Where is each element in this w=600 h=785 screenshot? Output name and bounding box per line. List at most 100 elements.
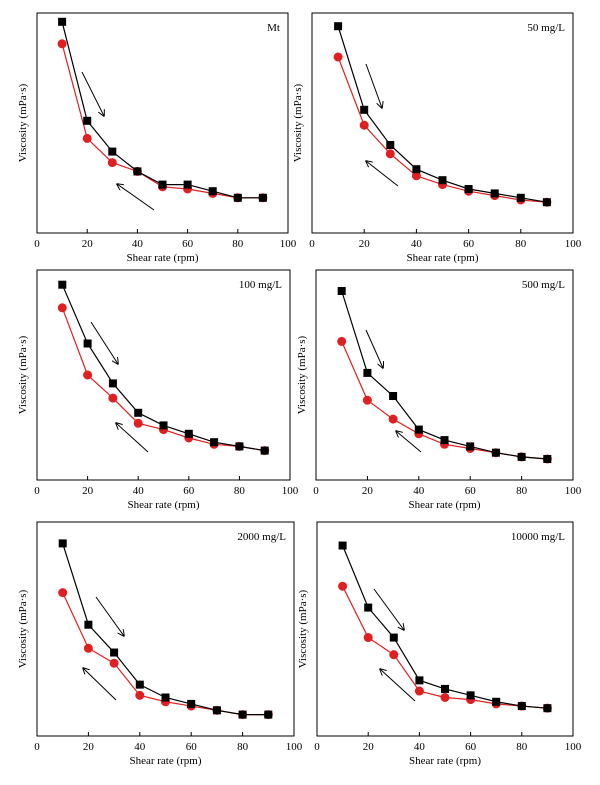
data-point (362, 395, 372, 405)
data-point (542, 198, 551, 207)
data-point (57, 303, 67, 313)
data-point (543, 455, 552, 463)
x-tick-label: 80 (516, 741, 528, 753)
arrow-up-icon (396, 431, 422, 453)
data-point (184, 429, 193, 438)
data-point (389, 650, 399, 660)
x-tick-label: 100 (565, 741, 582, 753)
data-point (109, 658, 119, 668)
data-point (492, 697, 501, 706)
data-point (108, 147, 117, 156)
y-axis-label: Viscosity (mPa·s) (17, 589, 29, 668)
data-point (337, 287, 346, 295)
data-point (238, 710, 247, 719)
x-tick-label: 60 (186, 741, 198, 753)
x-tick-label: 60 (465, 741, 477, 753)
data-point (411, 171, 421, 181)
panel-title: Mt (267, 22, 280, 34)
y-axis-label: Viscosity (mPa·s) (296, 335, 308, 414)
plot-frame (311, 12, 574, 234)
data-point (183, 180, 192, 189)
arrow-down-icon (81, 71, 104, 116)
data-point (159, 421, 168, 430)
data-point (135, 680, 144, 689)
data-point (83, 339, 92, 348)
data-point (134, 408, 143, 417)
x-axis-label: Shear rate (rpm) (409, 755, 481, 767)
chart-panel: 0 20 40 60 80 100 Shear rate (rpm) Viscosity (m… (292, 12, 582, 264)
x-tick-label: 40 (411, 238, 423, 250)
data-point (517, 452, 526, 461)
x-tick-label: 40 (413, 485, 425, 497)
data-point (337, 336, 347, 346)
chart-panel: 0 20 40 60 80 100 Shear rate (rpm) Viscosity (m… (17, 521, 303, 767)
data-point (438, 176, 447, 185)
data-point (258, 193, 267, 202)
plot-frame (36, 12, 289, 234)
arrow-up-icon (117, 184, 155, 211)
x-tick-label: 20 (363, 741, 375, 753)
data-point (388, 414, 398, 424)
data-point (57, 39, 67, 49)
x-tick-label: 0 (313, 485, 319, 497)
data-point (210, 438, 219, 447)
data-point (208, 187, 217, 196)
data-point (233, 193, 242, 202)
x-tick-label: 60 (182, 238, 194, 250)
data-point (464, 185, 473, 193)
y-axis-label: Viscosity (mPa·s) (17, 335, 29, 414)
x-tick-label: 40 (132, 238, 144, 250)
data-point (235, 442, 244, 451)
data-point (364, 603, 373, 612)
panel-title: 2000 mg/L (237, 531, 286, 543)
data-point (491, 448, 500, 457)
x-tick-label: 100 (286, 741, 303, 753)
data-point (133, 167, 142, 176)
data-point (158, 180, 167, 189)
data-point (414, 686, 424, 696)
arrow-up-icon (380, 669, 416, 702)
x-tick-label: 100 (282, 485, 299, 497)
panel-title: 100 mg/L (239, 279, 282, 291)
data-point (108, 379, 117, 388)
x-tick-label: 80 (237, 741, 249, 753)
x-tick-label: 80 (516, 485, 528, 497)
x-tick-label: 40 (414, 741, 426, 753)
x-tick-label: 60 (183, 485, 195, 497)
x-tick-label: 40 (133, 485, 145, 497)
x-tick-label: 60 (465, 485, 477, 497)
plot-frame (316, 521, 574, 737)
arrow-up-icon (366, 161, 399, 187)
x-axis-label: Shear rate (rpm) (406, 252, 478, 264)
chart-panel: 0 20 40 60 80 100 Shear rate (rpm) Viscosity (m… (297, 521, 582, 767)
data-point (415, 676, 424, 685)
x-tick-label: 80 (234, 485, 246, 497)
data-point (389, 633, 398, 642)
data-point (260, 446, 269, 455)
x-tick-label: 100 (280, 238, 297, 250)
y-axis-label: Viscosity (mPa·s) (17, 83, 29, 162)
data-point (386, 141, 395, 149)
chart-panel: 0 20 40 60 80 100 Shear rate (rpm) Viscosity (m… (296, 269, 582, 511)
data-point (82, 133, 92, 143)
panel-title: 50 mg/L (527, 22, 565, 34)
data-point (517, 702, 526, 711)
data-point (363, 633, 373, 643)
data-point (360, 105, 369, 114)
data-point (264, 710, 273, 719)
data-point (441, 684, 449, 693)
x-tick-label: 0 (34, 741, 40, 753)
x-axis-label: Shear rate (rpm) (126, 252, 198, 264)
data-point (187, 699, 196, 708)
data-point (83, 370, 93, 380)
x-tick-label: 80 (515, 238, 527, 250)
plot-frame (36, 521, 295, 737)
x-tick-label: 0 (34, 485, 40, 497)
data-point (333, 52, 343, 62)
y-axis-label: Viscosity (mPa·s) (297, 589, 309, 668)
data-point (334, 22, 343, 31)
series-line (61, 43, 263, 199)
data-point (466, 691, 475, 700)
x-tick-label: 20 (83, 741, 95, 753)
